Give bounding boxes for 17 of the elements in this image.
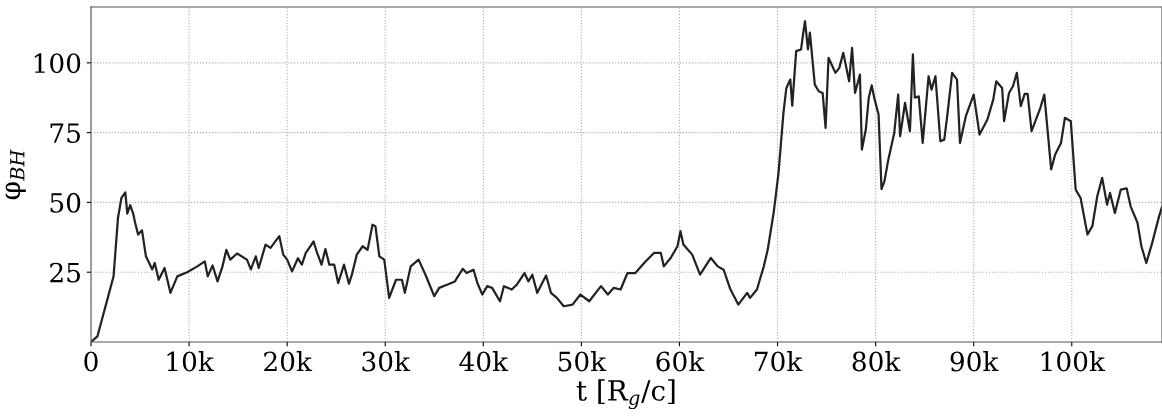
- y-tick-label: 25: [50, 262, 80, 283]
- x-tick-label: 60k: [656, 351, 705, 372]
- x-tick-label: 20k: [264, 351, 313, 372]
- y-axis-title: φ$_{BH}$: [5, 149, 26, 200]
- x-tick-label: 100k: [1041, 351, 1106, 372]
- y-tick-label: 100: [34, 53, 81, 74]
- x-tick-label: 70k: [754, 351, 803, 372]
- x-tick-label: 10k: [167, 351, 215, 372]
- x-tick-label: 0: [84, 351, 98, 372]
- x-tick-label: 90k: [950, 351, 999, 372]
- x-tick-label: 30k: [362, 351, 411, 372]
- y-tick-label: 75: [50, 123, 80, 144]
- x-tick-label: 50k: [558, 351, 607, 372]
- x-axis-title: t [R$_{g}$/c]: [576, 379, 675, 410]
- y-tick-label: 50: [50, 192, 81, 213]
- x-tick-label: 40k: [459, 351, 509, 372]
- x-tick-label: 80k: [852, 351, 901, 372]
